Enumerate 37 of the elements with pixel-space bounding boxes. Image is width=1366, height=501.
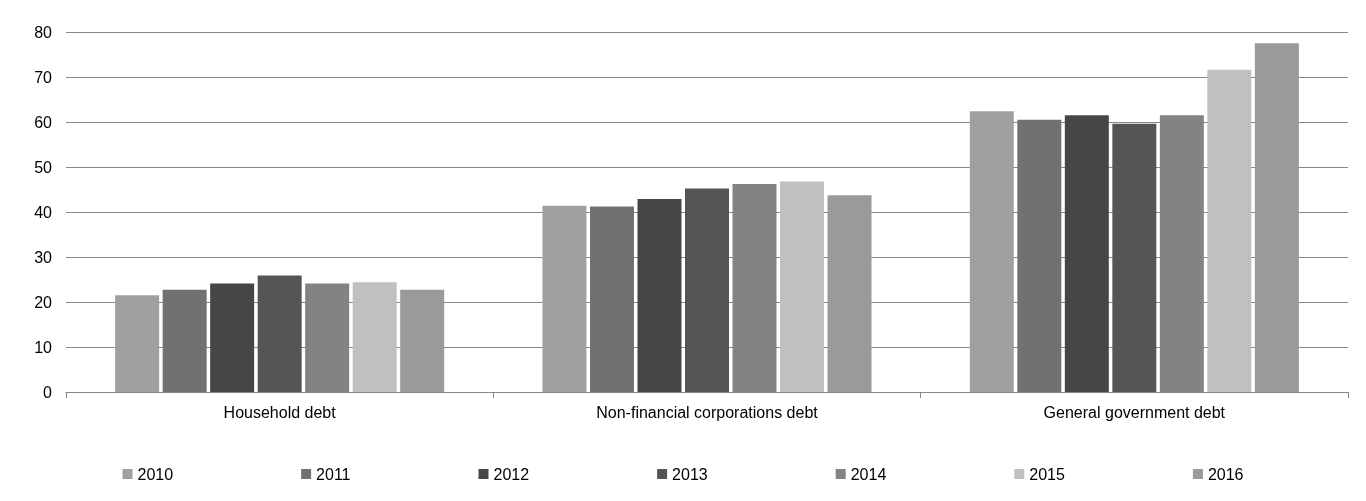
y-tick-label: 70: [34, 68, 53, 86]
bar: [827, 195, 872, 392]
bar: [1207, 69, 1252, 392]
y-tick-label: 80: [34, 23, 53, 41]
bar: [1064, 115, 1109, 392]
bar: [589, 206, 634, 392]
y-tick-label: 10: [34, 338, 53, 356]
legend-label: 2013: [672, 465, 708, 483]
bar: [115, 295, 160, 392]
bar: [162, 289, 207, 392]
bar: [542, 205, 587, 392]
y-tick-label: 40: [34, 203, 53, 221]
bar: [1254, 43, 1299, 392]
legend-label: 2015: [1029, 465, 1065, 483]
legend-label: 2014: [850, 465, 887, 483]
y-tick-label: 0: [43, 383, 53, 401]
bar: [210, 283, 255, 392]
y-tick-label: 50: [34, 158, 53, 176]
bar: [400, 289, 445, 392]
y-tick-label: 60: [34, 113, 53, 131]
legend-label: 2016: [1207, 465, 1244, 483]
bar: [1017, 119, 1062, 392]
bar: [637, 198, 682, 392]
y-tick-label: 20: [34, 293, 53, 311]
bar: [969, 111, 1014, 392]
bar: [352, 282, 397, 392]
bar: [1112, 123, 1157, 392]
bar: [780, 181, 825, 392]
bar: [257, 275, 302, 392]
legend-label: 2010: [137, 465, 174, 483]
legend-label: 2011: [316, 465, 351, 483]
legend-label: 2012: [493, 465, 530, 483]
x-tick-label: Non-financial corporations debt: [596, 403, 819, 421]
y-tick-label: 30: [34, 248, 53, 266]
x-tick-label: Household debt: [223, 403, 337, 421]
x-tick-label: General government debt: [1043, 403, 1226, 421]
bar: [685, 188, 729, 392]
